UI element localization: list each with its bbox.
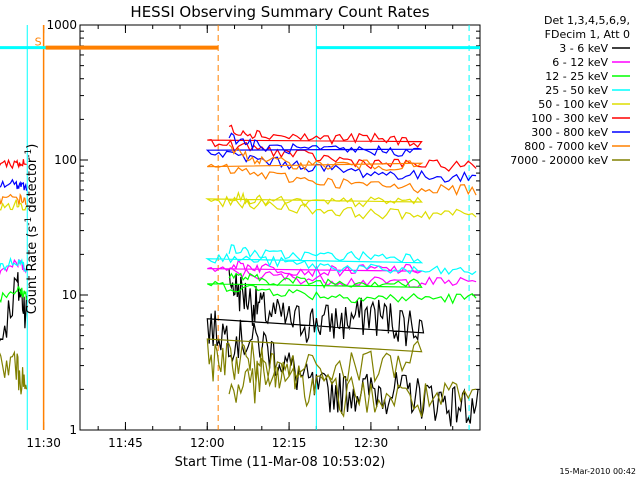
series-line-2 xyxy=(0,272,477,305)
chart-title: HESSI Observing Summary Count Rates xyxy=(130,3,429,21)
plot-area: 110100100011:0011:1511:3011:4512:0012:15… xyxy=(0,18,481,450)
y-axis-label: Count Rate (s-1 detector-1) xyxy=(24,144,40,315)
legend-label-0: 3 - 6 keV xyxy=(559,42,608,55)
legend-label-1: 6 - 12 keV xyxy=(552,56,608,69)
series-line-0 xyxy=(0,269,479,427)
series-line-8 xyxy=(0,338,477,418)
x-axis-label: Start Time (11-Mar-08 10:53:02) xyxy=(175,455,386,470)
x-tick-label: 11:30 xyxy=(26,436,61,450)
x-tick-label: 11:45 xyxy=(108,436,143,450)
legend-label-7: 800 - 7000 keV xyxy=(524,140,608,153)
plot-frame xyxy=(79,24,481,431)
legend-label-5: 100 - 300 keV xyxy=(531,112,608,125)
x-tick-label: 12:30 xyxy=(354,436,389,450)
y-tick-label: 10 xyxy=(62,288,77,302)
legend-label-3: 25 - 50 keV xyxy=(545,84,608,97)
saa-label: S xyxy=(35,36,42,49)
footer-date: 15-Mar-2010 00:42 xyxy=(560,467,637,476)
legend-label-6: 300 - 800 keV xyxy=(531,126,608,139)
y-tick-label: 1000 xyxy=(46,18,77,32)
legend-header-2: FDecim 1, Att 0 xyxy=(545,28,630,41)
series-line-6 xyxy=(0,132,477,191)
series-line-7 xyxy=(0,144,477,206)
legend-header-1: Det 1,3,4,5,6,9, xyxy=(544,14,630,27)
x-tick-label: 12:00 xyxy=(190,436,225,450)
y-tick-label: 1 xyxy=(69,423,77,437)
legend-label-8: 7000 - 20000 keV xyxy=(510,154,608,167)
y-tick-label: 100 xyxy=(54,153,77,167)
legend-label-4: 50 - 100 keV xyxy=(538,98,608,111)
series-line-5 xyxy=(0,124,477,172)
series-line-3 xyxy=(0,244,477,276)
x-tick-label: 12:15 xyxy=(272,436,307,450)
legend-label-2: 12 - 25 keV xyxy=(545,70,608,83)
legend: Det 1,3,4,5,6,9, FDecim 1, Att 0 3 - 6 k… xyxy=(510,14,630,167)
series-line-4 xyxy=(0,190,477,221)
